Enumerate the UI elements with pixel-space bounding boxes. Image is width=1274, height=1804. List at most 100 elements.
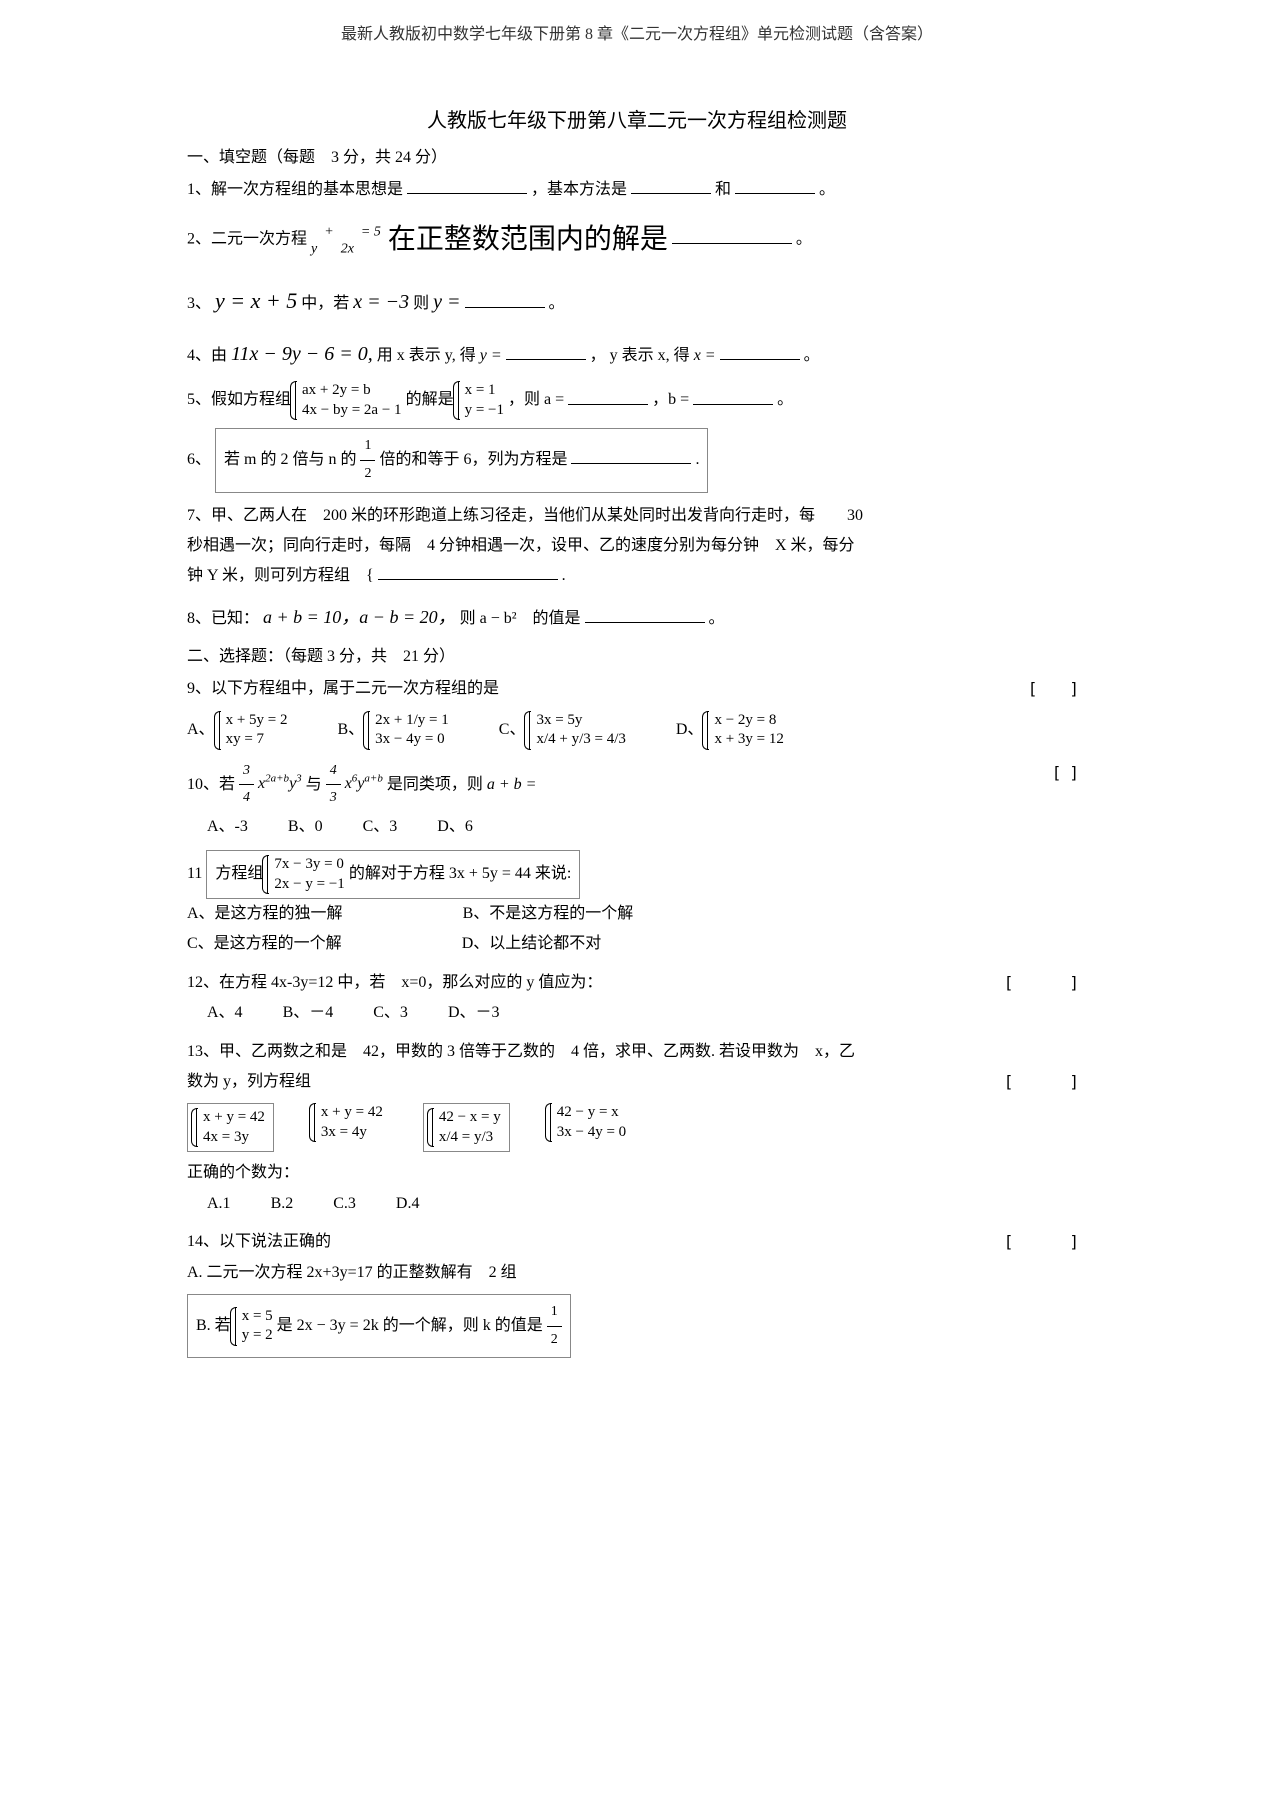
q13-l2: 数为 y，列方程组 [187,1073,311,1090]
answer-bracket: [ ] [1004,968,1087,998]
q7-end: . [562,567,566,584]
question-2: 2、二元一次方程 y + 2x = 5 在正整数范围内的解是 。 [187,213,1087,266]
q10-opt-a: A、-3 [207,812,248,842]
opt-label: A、 [187,721,215,738]
frac-den: 2 [547,1327,562,1354]
eq: x/4 + y/3 = 4/3 [536,730,625,750]
blank [735,177,815,194]
q4-pre: 4、由 [187,347,227,364]
q7-l3: 钟 Y 米，则可列方程组 { [187,567,374,584]
system-2: x = 1 y = −1 [458,381,504,420]
q13-opt-a: A.1 [207,1189,231,1219]
q4-eq2: y = [480,347,502,364]
q6-body: 若 m 的 2 倍与 n 的 [224,451,356,468]
blank [571,447,691,464]
section-2-head: 二、选择题：（每题 3 分，共 21 分） [187,642,1087,666]
q3-pre: 3、 [187,295,211,312]
eq: xy = 7 [226,730,288,750]
q4-eq3: x = [694,347,716,364]
question-8: 8、已知： a + b = 10，a − b = 20， 则 a − b² 的值… [187,600,1087,634]
q8-pre: 8、已知： [187,610,259,627]
eq: 3x = 4y [321,1123,383,1143]
q10-pre: 10、若 [187,775,235,792]
q6-body2: 倍的和等于 6，列为方程是 [379,451,567,468]
q10-t2: 43 x6ya+b [326,775,387,792]
q11-mid: 的解对于方程 3x + 5y = 44 来说: [349,865,572,882]
eq: 7x − 3y = 0 [274,855,344,875]
q12-opt-b: B、－4 [283,998,334,1028]
q1-mid: ，基本方法是 [531,181,627,198]
q13-sys1: x + y = 42 4x = 3y [187,1103,274,1152]
frac-num: 1 [360,433,375,461]
q2-pre: 2、二元一次方程 [187,231,307,248]
blank [585,606,705,623]
q4-eq1: 11x − 9y − 6 = 0, [231,343,373,365]
eq: x = 5 [242,1307,273,1327]
page-title: 人教版七年级下册第八章二元一次方程组检测题 [187,104,1087,133]
q13-opt-d: D.4 [396,1189,420,1219]
q5-end: 。 [777,392,793,409]
eq: 2x + 1/y = 1 [375,711,449,731]
question-6: 6、 若 m 的 2 倍与 n 的 1 2 倍的和等于 6，列为方程是 . [187,428,1087,492]
q3-mid1: 中，若 [301,295,349,312]
q4-end: 。 [804,347,820,364]
q14-b-pre: B. 若 [196,1317,231,1334]
q10-t1: 34 x2a+by3 [239,775,306,792]
q7-l1: 7、甲、乙两人在 200 米的环形跑道上练习径走，当他们从某处同时出发背向行走时… [187,501,1087,531]
q14-opt-b: B. 若 x = 5 y = 2 是 2x − 3y = 2k 的一个解，则 k… [187,1294,571,1358]
blank [506,343,586,360]
eq: 3x − 4y = 0 [375,730,449,750]
blank [378,563,558,580]
q2-tail: 在正整数范围内的解是 [388,224,668,255]
fraction: 1 2 [360,433,375,487]
q11-pre: 11 [187,865,202,882]
q3-mid2: 则 [413,295,429,312]
q4-t2: ， [590,347,606,364]
q10-mid: 是同类项，则 [387,775,483,792]
q3-eq3: y = [433,291,460,313]
q5-pre: 5、假如方程组 [187,392,291,409]
eq: 42 − x = y [439,1108,501,1128]
q13-sys3: 42 − x = y x/4 = y/3 [423,1103,510,1152]
eq: x + y = 42 [203,1108,265,1128]
q6-box: 若 m 的 2 倍与 n 的 1 2 倍的和等于 6，列为方程是 . [215,428,708,492]
blank [465,291,545,308]
sys1-row1: ax + 2y = b [302,381,402,401]
q9-opt-d: D、 x − 2y = 8 x + 3y = 12 [676,711,784,750]
q3-eq2: x = −3 [353,291,409,313]
blank [672,227,792,244]
eq: x + y = 42 [321,1103,383,1123]
q13-sys2: x + y = 42 3x = 4y [314,1103,383,1152]
question-5: 5、假如方程组 ax + 2y = b 4x − by = 2a − 1 的解是… [187,381,1087,420]
eq: 3x = 5y [536,711,625,731]
question-4: 4、由 11x − 9y − 6 = 0, 用 x 表示 y, 得 y = ， … [187,335,1087,373]
blank [631,177,711,194]
q12-stem: 12、在方程 4x-3y=12 中，若 x=0，那么对应的 y 值应为： [187,974,602,991]
q13-opt-b: B.2 [271,1189,294,1219]
q9-opt-c: C、 3x = 5y x/4 + y/3 = 4/3 [499,711,626,750]
q1-and: 和 [715,181,731,198]
question-9: 9、以下方程组中，属于二元一次方程组的是 [ ] A、 x + 5y = 2 x… [187,674,1087,749]
doc-header: 最新人教版初中数学七年级下册第 8 章《二元一次方程组》单元检测试题（含答案） [187,20,1087,44]
q14-b-mid: 是 2x − 3y = 2k 的一个解，则 k 的值是 [277,1317,543,1334]
question-10: 10、若 34 x2a+by3 与 43 x6ya+b 是同类项，则 a + b… [187,758,1087,843]
answer-bracket: [] [1052,758,1087,788]
eq: 2x − y = −1 [274,875,344,895]
sys2-row1: x = 1 [465,381,504,401]
answer-bracket: [ ] [1028,674,1087,704]
answer-bracket: [ ] [1004,1067,1087,1097]
answer-bracket: [ ] [1004,1227,1087,1257]
q13-opt-c: C.3 [333,1189,356,1219]
q14-stem: 14、以下说法正确的 [187,1233,331,1250]
q6-pre: 6、 [187,451,211,468]
q12-opt-a: A、4 [207,998,243,1028]
q10-opt-d: D、6 [437,812,473,842]
question-13: 13、甲、乙两数之和是 42，甲数的 3 倍等于乙数的 4 倍，求甲、乙两数. … [187,1037,1087,1220]
fraction: 1 2 [547,1299,562,1353]
opt-label: D、 [676,721,704,738]
frac-den: 2 [360,461,375,488]
q11-opt-d: D、以上结论都不对 [462,929,602,959]
q10-opt-b: B、0 [288,812,323,842]
q5-t1: ，则 a = [508,392,564,409]
eq: x − 2y = 8 [714,711,783,731]
